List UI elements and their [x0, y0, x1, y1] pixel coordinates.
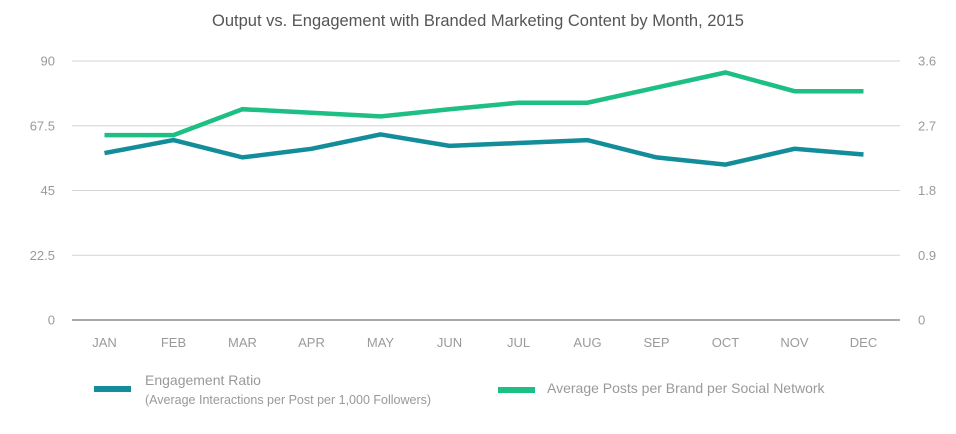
left-axis-tick-label: 90 [41, 54, 55, 69]
right-axis-ticks: 0 0.9 1.8 2.7 3.6 [918, 54, 936, 328]
legend-label-engagement-ratio: Engagement Ratio [145, 372, 261, 388]
x-axis-tick-label: AUG [573, 335, 601, 350]
left-axis-tick-label: 22.5 [30, 248, 55, 263]
left-axis-tick-label: 45 [41, 183, 55, 198]
chart-title: Output vs. Engagement with Branded Marke… [212, 12, 744, 30]
x-axis-tick-label: JUL [507, 335, 530, 350]
x-axis-tick-label: JAN [92, 335, 117, 350]
left-axis-tick-label: 67.5 [30, 118, 55, 133]
x-axis-tick-label: JUN [437, 335, 462, 350]
gridlines [72, 60, 900, 321]
series-line-engagement-ratio [104, 132, 864, 167]
series-lines [104, 70, 864, 167]
x-axis-tick-label: SEP [643, 335, 669, 350]
legend-swatch-engagement-ratio [94, 386, 131, 392]
x-axis-tick-label: NOV [780, 335, 809, 350]
x-axis-tick-label: MAR [228, 335, 257, 350]
series-line-average-posts [104, 70, 864, 138]
legend-label-average-posts: Average Posts per Brand per Social Netwo… [547, 380, 825, 396]
x-axis-tick-label: APR [298, 335, 325, 350]
left-axis-ticks: 0 22.5 45 67.5 90 [30, 54, 55, 328]
right-axis-tick-label: 0.9 [918, 248, 936, 263]
x-axis-tick-label: FEB [161, 335, 186, 350]
right-axis-tick-label: 0 [918, 313, 925, 328]
x-axis-ticks: JAN FEB MAR APR MAY JUN JUL AUG SEP OCT NOV DEC [92, 335, 877, 350]
legend-sublabel-engagement-ratio: (Average Interactions per Post per 1,000… [145, 393, 432, 407]
x-axis-tick-label: MAY [367, 335, 395, 350]
right-axis-tick-label: 1.8 [918, 183, 936, 198]
left-axis-tick-label: 0 [48, 313, 55, 328]
right-axis-tick-label: 2.7 [918, 118, 936, 133]
x-axis-tick-label: OCT [712, 335, 740, 350]
right-axis-tick-label: 3.6 [918, 54, 936, 69]
legend-swatch-average-posts [498, 387, 535, 393]
x-axis-tick-label: DEC [850, 335, 877, 350]
